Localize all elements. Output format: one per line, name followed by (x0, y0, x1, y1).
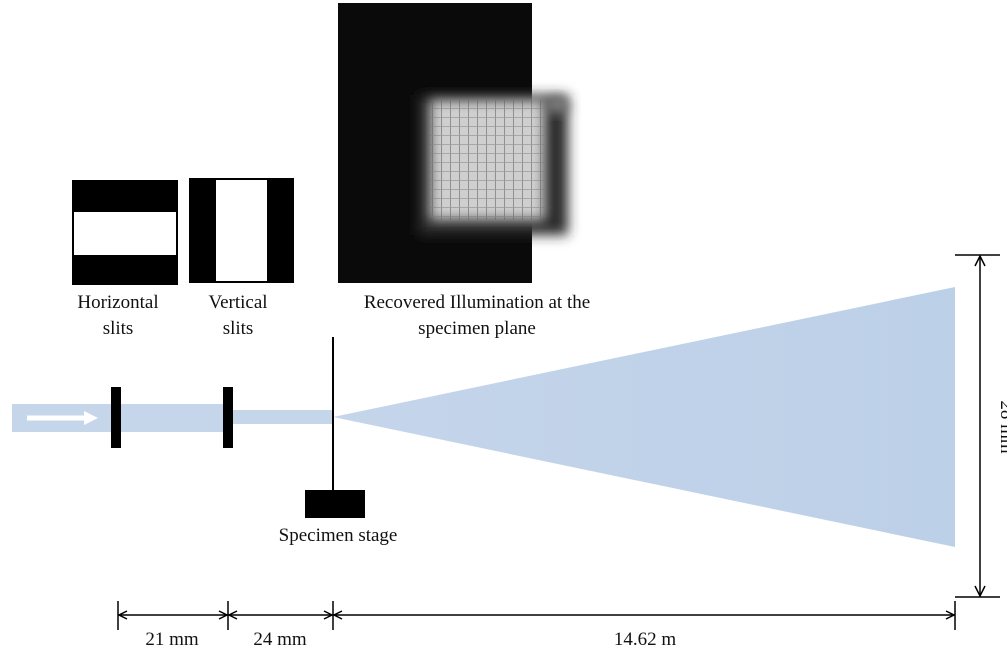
label: 14.62 m (614, 629, 677, 650)
label: Horizontal (77, 292, 158, 313)
illumination-image (338, 3, 569, 283)
distance-dimension (118, 601, 955, 630)
label: 21 mm (145, 629, 199, 650)
label: specimen plane (418, 318, 536, 339)
label: Specimen stage (279, 525, 398, 546)
slit (111, 387, 121, 448)
label: slits (103, 318, 134, 339)
diagram: Horizontal slits Vertical slits Recovere… (0, 0, 1007, 653)
label: 24 mm (253, 629, 307, 650)
slit (223, 387, 233, 448)
stage (305, 490, 365, 518)
horizontal-slits-icon (72, 180, 178, 285)
label: Vertical (208, 292, 267, 313)
label: 28 mm (996, 400, 1007, 454)
label: Recovered Illumination at the (364, 292, 590, 313)
height-dimension (955, 255, 1000, 597)
label: slits (223, 318, 254, 339)
vertical-slits-icon (189, 178, 294, 283)
